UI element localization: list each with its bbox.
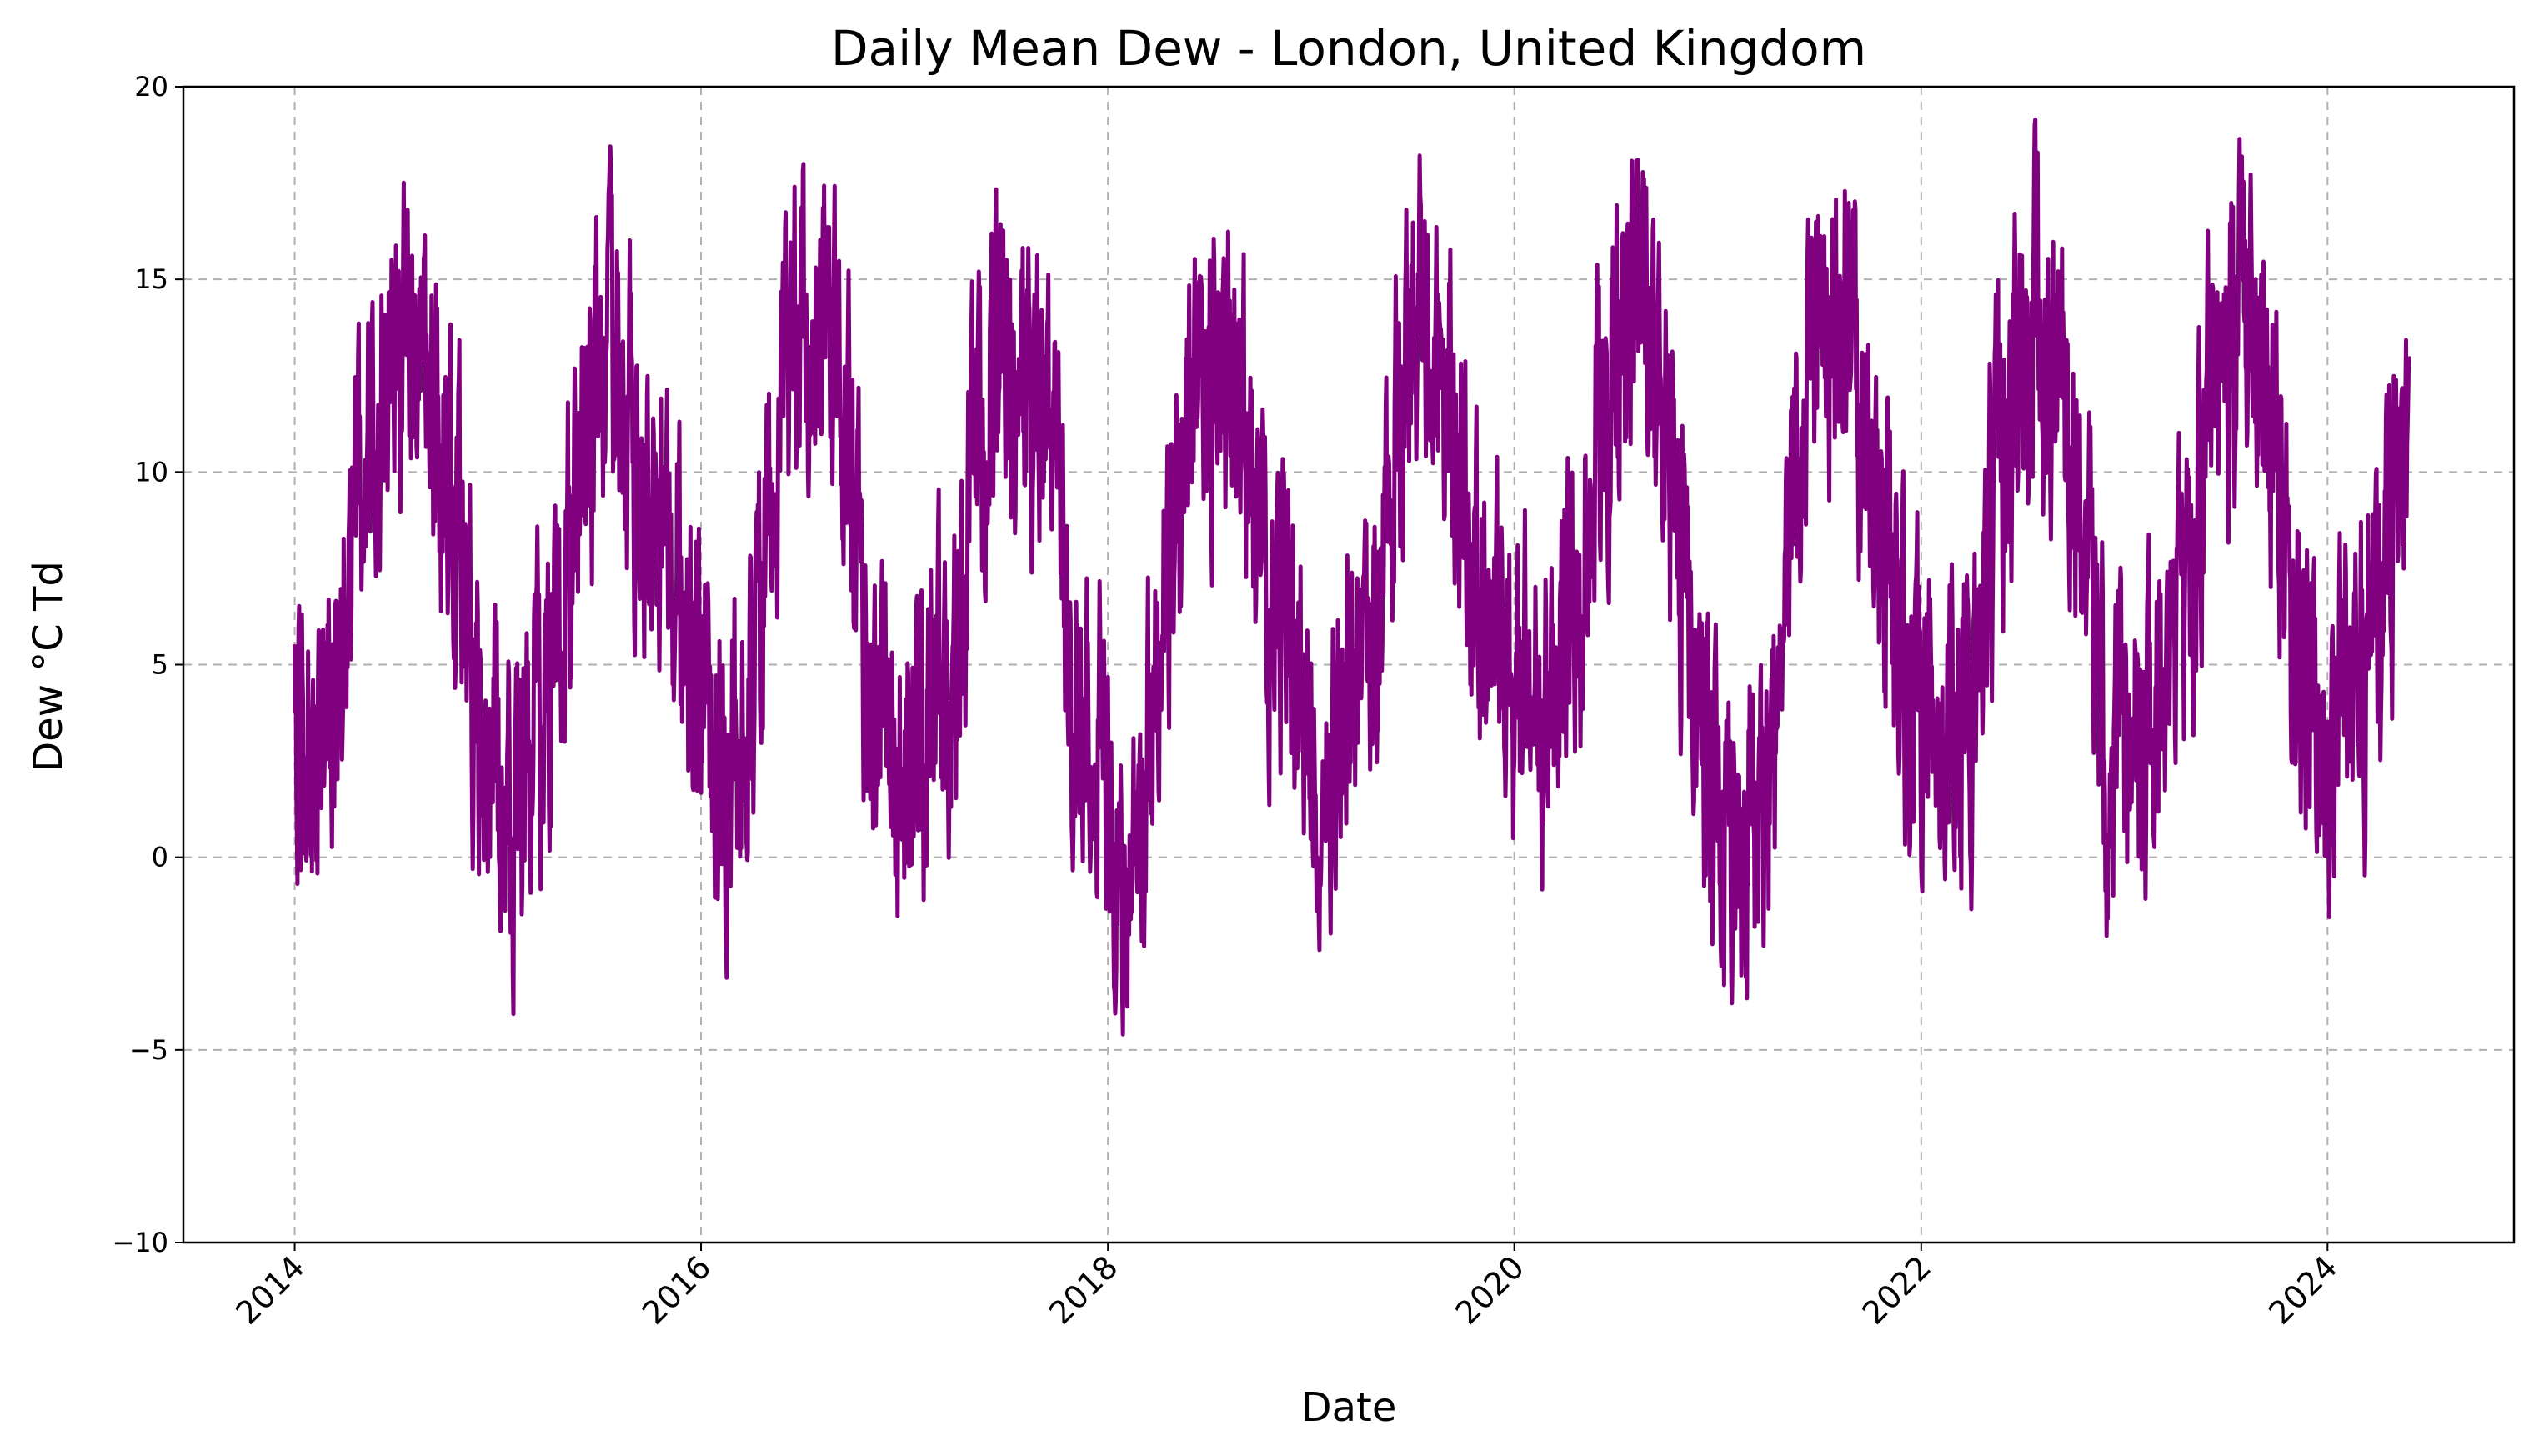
y-tick-label: 10 (134, 456, 168, 488)
y-tick-label: 0 (152, 842, 168, 873)
y-tick-label: 20 (134, 71, 168, 103)
y-tick-label: −5 (129, 1034, 168, 1066)
data-series (293, 117, 2411, 1037)
dew-series-line (293, 117, 2411, 1037)
chart-title: Daily Mean Dew - London, United Kingdom (831, 20, 1866, 77)
y-tick-label: −10 (112, 1227, 168, 1258)
x-axis-label: Date (1301, 1384, 1397, 1431)
y-tick-label: 15 (134, 263, 168, 295)
y-tick-label: 5 (152, 649, 168, 681)
y-axis-label: Dew °C Td (25, 561, 72, 773)
